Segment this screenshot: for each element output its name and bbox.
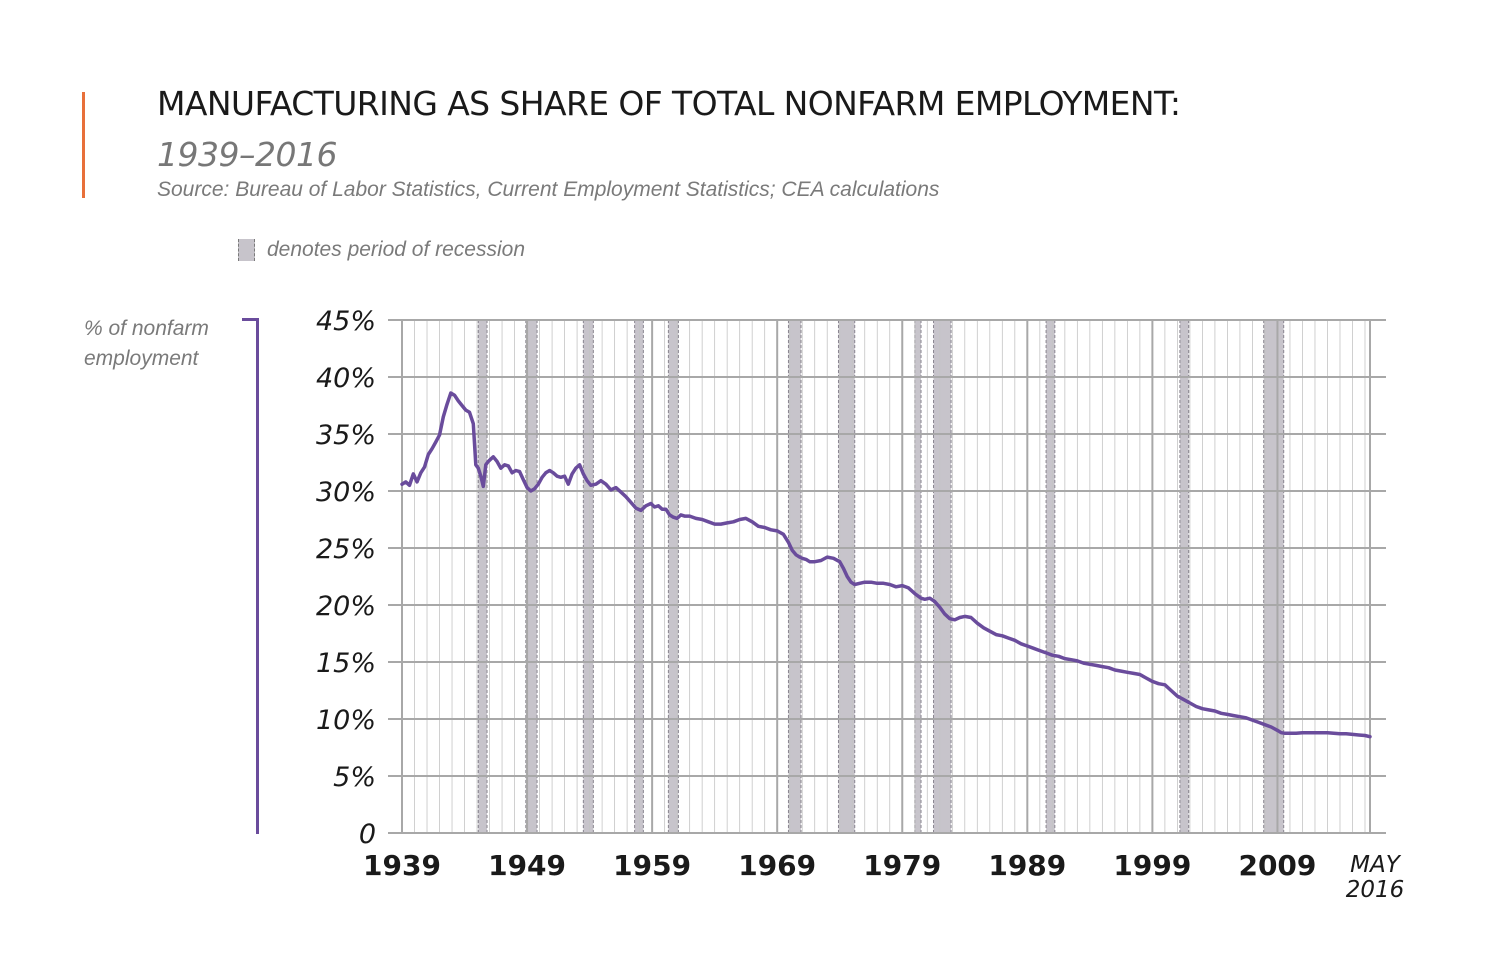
x-end-label: MAY (1350, 852, 1402, 878)
chart-source: Source: Bureau of Labor Statistics, Curr… (157, 178, 940, 201)
recession-band (525, 320, 538, 833)
y-tick-label: 20% (316, 591, 376, 622)
recession-band (788, 320, 801, 833)
recession-band (634, 320, 644, 833)
y-tick-label: 5% (333, 762, 376, 793)
x-tick-label: 1969 (738, 849, 816, 882)
x-tick-label: 2009 (1238, 849, 1316, 882)
y-axis-label: % of nonfarm employment (84, 317, 209, 370)
recession-band (668, 320, 679, 833)
recession-band (1179, 320, 1189, 833)
recession-band (1046, 320, 1055, 833)
x-end-label: 2016 (1346, 877, 1405, 903)
x-tick-label: 1959 (613, 849, 691, 882)
recession-band (933, 320, 952, 833)
chart-subtitle: 1939–2016 (157, 135, 337, 174)
recession-swatch (238, 239, 255, 261)
series-line (400, 391, 1372, 739)
y-tick-label: 45% (316, 306, 376, 337)
legend-label: denotes period of recession (267, 238, 525, 261)
y-tick-label: 10% (316, 705, 376, 736)
x-tick-label: 1999 (1113, 849, 1191, 882)
legend: denotes period of recession (238, 236, 525, 264)
y-tick-label: 40% (316, 363, 376, 394)
x-tick-label: 1939 (363, 849, 441, 882)
y-tick-label: 35% (316, 420, 376, 451)
y-tick-label: 25% (316, 534, 376, 565)
chart-title: MANUFACTURING AS SHARE OF TOTAL NONFARM … (157, 84, 1181, 123)
y-tick-label: 30% (316, 477, 376, 508)
x-tick-label: 1979 (863, 849, 941, 882)
recession-band (1263, 320, 1284, 833)
x-tick-label: 1989 (988, 849, 1066, 882)
y-tick-label: 0 (359, 819, 376, 850)
y-axis-bracket (256, 318, 259, 834)
recession-band (583, 320, 594, 833)
y-axis-bracket-tick (242, 318, 259, 321)
recession-band (914, 320, 922, 833)
title-accent-bar (82, 92, 85, 198)
recession-band (478, 320, 488, 833)
x-tick-label: 1949 (488, 849, 566, 882)
y-tick-label: 15% (316, 648, 376, 679)
